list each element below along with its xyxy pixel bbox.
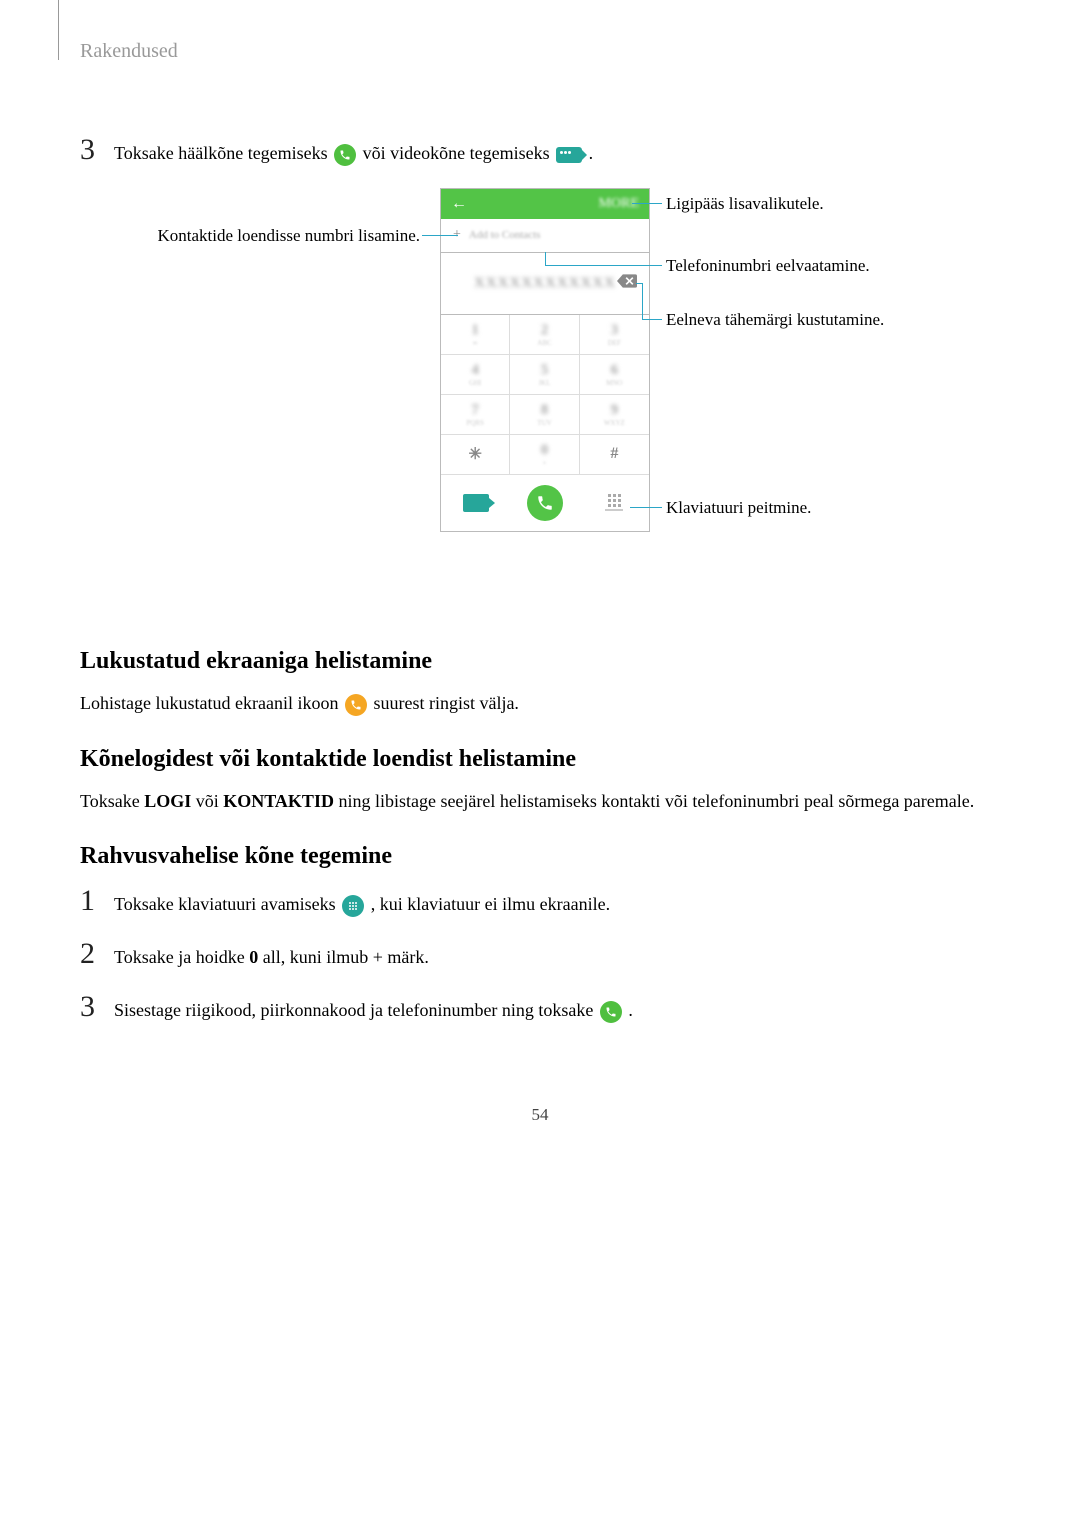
text: Sisestage riigikood, piirkonnakood ja te…	[114, 1000, 598, 1020]
text: Toksake	[80, 791, 144, 811]
back-icon[interactable]: ←	[451, 195, 467, 213]
add-to-contacts-row[interactable]: + Add to Contacts	[441, 219, 649, 253]
key-0[interactable]: 0+	[510, 435, 579, 475]
text: .	[628, 1000, 633, 1020]
text-bold: LOGI	[144, 791, 191, 811]
callout-more-options: Ligipääs lisavalikutele.	[666, 194, 824, 214]
step-text: Toksake häälkõne tegemiseks või videokõn…	[114, 139, 593, 168]
more-icon[interactable]: MORE	[599, 196, 639, 212]
step-number: 3	[80, 990, 114, 1024]
step-text: Sisestage riigikood, piirkonnakood ja te…	[114, 996, 633, 1025]
callout-line	[642, 319, 662, 320]
key-2[interactable]: 2ABC	[510, 315, 579, 355]
text: all, kuni ilmub + märk.	[258, 947, 429, 967]
phone-bottom-bar	[441, 475, 649, 531]
section-title-locked: Lukustatud ekraaniga helistamine	[80, 648, 1000, 675]
section-header: Rakendused	[80, 40, 1000, 63]
key-4[interactable]: 4GHI	[441, 355, 510, 395]
section-body: Lohistage lukustatud ekraanil ikoon suur…	[80, 689, 1000, 718]
margin-rule	[58, 0, 59, 60]
page: Rakendused 3 Toksake häälkõne tegemiseks…	[0, 0, 1080, 1185]
text: Toksake häälkõne tegemiseks	[114, 143, 332, 163]
step-number: 3	[80, 133, 114, 167]
section-body: Toksake LOGI või KONTAKTID ning libistag…	[80, 787, 1000, 816]
text: , kui klaviatuur ei ilmu ekraanile.	[371, 894, 610, 914]
phone-mock: ← MORE + Add to Contacts XXXXXXXXXXXX 1∞…	[440, 188, 650, 532]
backspace-icon[interactable]	[617, 274, 637, 293]
section-title-intl: Rahvusvahelise kõne tegemine	[80, 843, 1000, 870]
key-3[interactable]: 3DEF	[580, 315, 649, 355]
text: Toksake klaviatuuri avamiseks	[114, 894, 340, 914]
callout-line	[630, 507, 662, 508]
phone-icon	[334, 144, 356, 166]
number-preview-text: XXXXXXXXXXXX	[474, 275, 616, 292]
key-9[interactable]: 9WXYZ	[580, 395, 649, 435]
callout-number-preview: Telefoninumbri eelvaatamine.	[666, 256, 870, 276]
text: või	[191, 791, 223, 811]
phone-diagram: ← MORE + Add to Contacts XXXXXXXXXXXX 1∞…	[130, 188, 950, 608]
text: või videokõne tegemiseks	[363, 143, 554, 163]
step-row: 3 Toksake häälkõne tegemiseks või videok…	[80, 133, 1000, 168]
step-number: 2	[80, 937, 114, 971]
page-number: 54	[80, 1105, 1000, 1125]
key-hash[interactable]: #	[580, 435, 649, 475]
text-bold: 0	[249, 947, 258, 967]
step-row: 3 Sisestage riigikood, piirkonnakood ja …	[80, 990, 1000, 1025]
callout-line	[545, 265, 662, 266]
key-8[interactable]: 8TUV	[510, 395, 579, 435]
video-call-icon	[556, 147, 582, 163]
step-text: Toksake klaviatuuri avamiseks , kui klav…	[114, 890, 610, 919]
step-row: 1 Toksake klaviatuuri avamiseks , kui kl…	[80, 884, 1000, 919]
keypad-icon	[342, 895, 364, 917]
callout-backspace: Eelneva tähemärgi kustutamine.	[666, 310, 884, 330]
callout-line	[636, 283, 642, 284]
text-bold: KONTAKTID	[223, 791, 334, 811]
section-title-logs: Kõnelogidest või kontaktide loendist hel…	[80, 746, 1000, 773]
step-number: 1	[80, 884, 114, 918]
step-text: Toksake ja hoidke 0 all, kuni ilmub + mä…	[114, 943, 429, 972]
callout-line	[642, 283, 643, 319]
key-7[interactable]: 7PQRS	[441, 395, 510, 435]
add-to-contacts-label: Add to Contacts	[469, 229, 541, 241]
key-6[interactable]: 6MNO	[580, 355, 649, 395]
text: Lohistage lukustatud ekraanil ikoon	[80, 693, 343, 713]
text: ning libistage seejärel helistamiseks ko…	[334, 791, 974, 811]
text: suurest ringist välja.	[373, 693, 518, 713]
phone-topbar: ← MORE	[441, 189, 649, 219]
text: Toksake ja hoidke	[114, 947, 249, 967]
hide-keypad-button[interactable]	[605, 494, 623, 511]
call-button[interactable]	[527, 485, 563, 521]
text: .	[589, 143, 594, 163]
key-star[interactable]: ✳	[441, 435, 510, 475]
callout-line	[632, 203, 662, 204]
video-call-button[interactable]	[463, 494, 489, 512]
keypad: 1∞ 2ABC 3DEF 4GHI 5JKL 6MNO 7PQRS 8TUV 9…	[441, 315, 649, 475]
key-1[interactable]: 1∞	[441, 315, 510, 355]
phone-icon	[345, 694, 367, 716]
callout-line	[545, 252, 546, 265]
callout-line	[422, 235, 458, 236]
callout-hide-keypad: Klaviatuuri peitmine.	[666, 498, 811, 518]
step-row: 2 Toksake ja hoidke 0 all, kuni ilmub + …	[80, 937, 1000, 972]
key-5[interactable]: 5JKL	[510, 355, 579, 395]
callout-add-contacts: Kontaktide loendisse numbri lisamine.	[130, 226, 420, 246]
phone-icon	[600, 1001, 622, 1023]
